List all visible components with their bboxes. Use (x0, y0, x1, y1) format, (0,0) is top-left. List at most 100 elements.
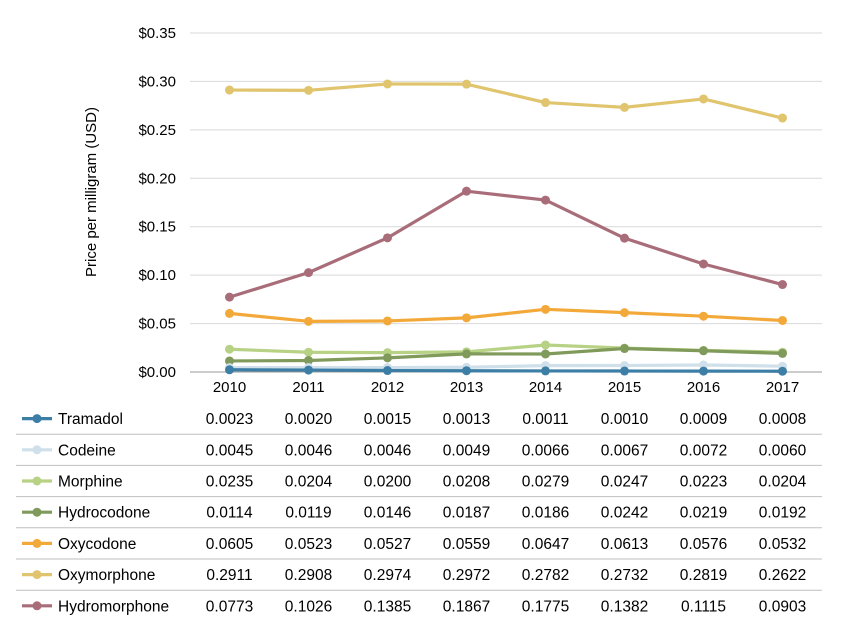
table-cell: 0.0013 (443, 411, 490, 428)
series-line (227, 346, 785, 363)
table-cell: 0.0247 (601, 474, 648, 491)
series-line (227, 363, 785, 370)
data-point (383, 353, 392, 363)
data-point (462, 313, 471, 323)
data-point (304, 316, 313, 326)
data-point (225, 365, 234, 375)
y-tick-label: $0.10 (138, 267, 176, 284)
data-point (304, 268, 313, 278)
table-cell: 0.0576 (680, 536, 727, 553)
data-point (383, 79, 392, 89)
data-point (541, 340, 550, 350)
table-cell: 0.0204 (285, 474, 333, 491)
table-cell: 0.2622 (759, 567, 806, 584)
table-cell: 0.0072 (680, 442, 727, 459)
series-tramadol (225, 365, 787, 376)
table-cell: 0.0559 (443, 536, 490, 553)
series-name: Tramadol (58, 411, 123, 428)
table-cell: 0.1026 (285, 598, 332, 615)
data-point (778, 280, 787, 290)
data-point (699, 346, 708, 356)
data-point (225, 292, 234, 302)
series-name: Codeine (58, 442, 116, 459)
series-name: Oxymorphone (58, 567, 155, 584)
table-cell: 0.2819 (680, 567, 727, 584)
table-cell: 0.0219 (680, 505, 727, 522)
series-oxymorphone (225, 79, 787, 123)
data-point (620, 102, 629, 112)
data-point (541, 304, 550, 314)
table-cell: 0.0010 (601, 411, 649, 428)
x-tick-label: 2013 (450, 379, 483, 396)
table-cell: 0.1115 (681, 598, 726, 615)
table-cell: 0.0613 (601, 536, 648, 553)
data-point (699, 94, 708, 104)
y-tick-label: $0.00 (138, 364, 176, 381)
table-cell: 0.0049 (443, 442, 490, 459)
y-tick-label: $0.35 (138, 25, 176, 42)
series-line (227, 307, 785, 323)
table-cell: 0.0903 (759, 598, 806, 615)
x-tick-label: 2010 (213, 379, 246, 396)
table-cell: 0.0605 (206, 536, 253, 553)
series-lines (225, 79, 787, 376)
data-point (620, 366, 629, 376)
data-table: Tramadol 0.0023 0.0020 0.0015 0.0013 0.0011 0.… (16, 411, 822, 615)
legend-marker (32, 507, 42, 517)
y-tick-label: $0.05 (138, 316, 176, 333)
data-point (462, 366, 471, 376)
gridlines (190, 32, 822, 373)
data-point (383, 316, 392, 326)
table-cell: 0.0187 (443, 505, 490, 522)
table-cell: 0.0009 (680, 411, 727, 428)
data-point (541, 349, 550, 359)
table-cell: 0.0204 (759, 474, 807, 491)
data-point (699, 259, 708, 269)
data-point (225, 308, 234, 318)
y-tick-label: $0.15 (138, 219, 176, 236)
table-cell: 0.0067 (601, 442, 648, 459)
table-cell: 0.0235 (206, 474, 253, 491)
table-row: Codeine 0.0045 0.0046 0.0046 0.0049 0.0066 0.0… (22, 442, 807, 459)
table-cell: 0.0532 (759, 536, 806, 553)
table-cell: 0.0146 (364, 505, 411, 522)
data-point (699, 311, 708, 321)
table-cell: 0.2974 (364, 567, 412, 584)
series-line (227, 82, 785, 120)
x-axis-ticks: 2010 2011 2012 2013 2014 2015 2016 2017 (213, 379, 799, 396)
data-point (778, 366, 787, 376)
table-cell: 0.0186 (522, 505, 569, 522)
series-hydrocodone (225, 344, 787, 366)
data-point (383, 233, 392, 243)
table-cell: 0.0060 (759, 442, 807, 459)
table-row: Oxymorphone 0.2911 0.2908 0.2974 0.2972 0.278… (22, 567, 806, 584)
table-row: Tramadol 0.0023 0.0020 0.0015 0.0013 0.0011 0.… (22, 411, 806, 428)
x-tick-label: 2016 (687, 379, 720, 396)
data-point (778, 348, 787, 358)
data-point (620, 344, 629, 354)
table-cell: 0.0773 (206, 598, 253, 615)
table-cell: 0.0020 (285, 411, 333, 428)
data-point (462, 186, 471, 196)
table-cell: 0.0015 (364, 411, 411, 428)
data-point (541, 366, 550, 376)
table-cell: 0.0192 (759, 505, 806, 522)
series-line (227, 368, 785, 373)
data-point (778, 315, 787, 325)
table-cell: 0.1775 (522, 598, 569, 615)
series-name: Morphine (58, 474, 123, 491)
data-point (383, 366, 392, 376)
y-tick-label: $0.25 (138, 122, 176, 139)
legend-marker (32, 570, 42, 580)
series-hydromorphone (225, 186, 787, 302)
data-point (225, 85, 234, 95)
table-cell: 0.0046 (285, 442, 332, 459)
legend-marker (32, 538, 42, 548)
data-point (541, 98, 550, 108)
table-cell: 0.0223 (680, 474, 727, 491)
table-cell: 0.0527 (364, 536, 411, 553)
table-cell: 0.2908 (285, 567, 332, 584)
data-point (304, 355, 313, 365)
table-cell: 0.0114 (206, 505, 253, 522)
